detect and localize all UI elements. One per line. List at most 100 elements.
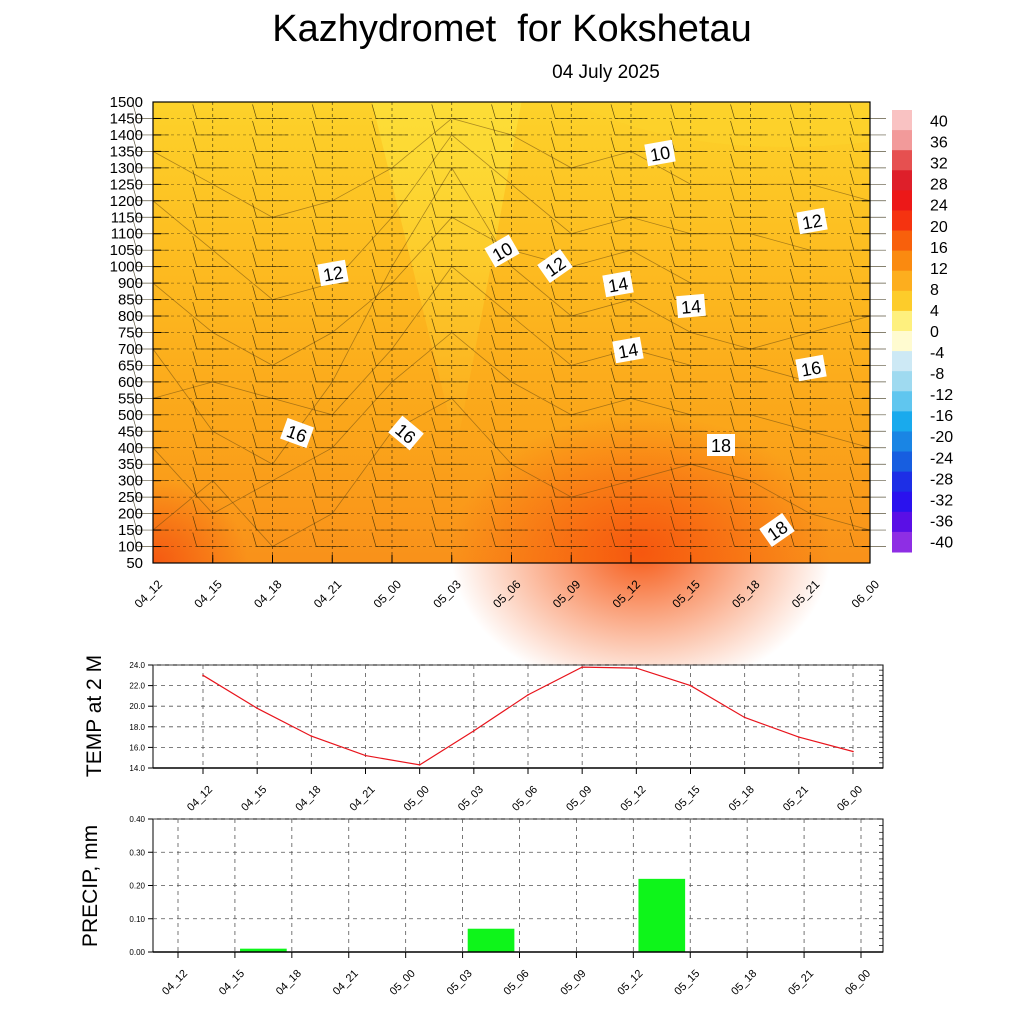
- x-tick-label: 04_15: [239, 784, 269, 814]
- x-tick-label: 05_18: [727, 784, 757, 814]
- wind-barb: [491, 417, 528, 432]
- y-tick-label: 1450: [110, 110, 143, 127]
- x-tick-label: 05_15: [672, 968, 702, 998]
- wind-barb: [491, 351, 528, 366]
- y-tick-label: 900: [118, 275, 143, 292]
- colorbar-tick-label: 12: [930, 261, 948, 278]
- colorbar-swatch: [892, 491, 912, 513]
- y-tick-label: 1200: [110, 193, 143, 210]
- colorbar-tick-label: -20: [930, 429, 953, 446]
- colorbar-swatch: [892, 471, 912, 493]
- y-tick-label: 0.30: [129, 848, 145, 857]
- colorbar-tick-label: 16: [930, 240, 948, 257]
- colorbar-swatch: [892, 531, 912, 553]
- y-tick-label: 550: [118, 390, 143, 407]
- colorbar-tick-label: 0: [930, 324, 939, 341]
- colorbar-tick-label: 28: [930, 177, 948, 194]
- y-tick-label: 1350: [110, 143, 143, 160]
- contour-label: 14: [612, 336, 644, 364]
- contour-label-text: 18: [711, 436, 731, 456]
- temp-point: [364, 754, 367, 757]
- colorbar-tick-label: 36: [930, 135, 948, 152]
- temp-ylabel: TEMP at 2 M: [83, 655, 106, 777]
- x-tick-label: 04_21: [348, 784, 378, 814]
- colorbar-swatch: [892, 411, 912, 432]
- contour-label-bg: [707, 434, 735, 456]
- x-tick-label: 05_12: [618, 784, 648, 814]
- colorbar-swatch: [892, 250, 912, 272]
- y-tick-label: 18.0: [129, 723, 145, 732]
- x-tick-label: 05_06: [510, 784, 540, 814]
- x-tick-label: 04_12: [132, 577, 166, 611]
- colorbar-tick-label: 20: [930, 219, 948, 236]
- contour-label-bg: [644, 139, 676, 167]
- colorbar-tick-label: -36: [930, 513, 953, 530]
- y-tick-label: 1500: [110, 94, 143, 111]
- contour-label-bg: [280, 417, 314, 449]
- y-tick-label: 350: [118, 456, 143, 473]
- temp-point: [310, 735, 313, 737]
- y-tick-label: 50: [126, 555, 143, 572]
- x-tick-label: 05_03: [445, 968, 475, 998]
- contour-label: 16: [795, 354, 827, 382]
- x-tick-label: 06_00: [843, 968, 873, 998]
- x-tick-label: 04_18: [251, 577, 285, 611]
- y-tick-label: 600: [118, 374, 143, 391]
- y-tick-label: 24.0: [129, 661, 145, 670]
- colorbar-tick-label: -28: [930, 471, 953, 488]
- colorbar-swatch: [892, 150, 912, 171]
- wind-barb: [491, 301, 528, 317]
- y-tick-label: 800: [118, 308, 143, 325]
- colorbar-swatch: [892, 351, 912, 372]
- wind-barb: [491, 499, 528, 514]
- x-tick-label: 05_09: [564, 784, 594, 814]
- temp-point: [635, 667, 638, 669]
- y-tick-label: 16.0: [129, 743, 145, 752]
- y-tick-label: 1100: [111, 226, 143, 243]
- x-tick-label: 05_12: [615, 968, 645, 998]
- x-tick-label: 04_12: [185, 784, 215, 814]
- page-date: 04 July 2025: [552, 62, 660, 83]
- colorbar-tick-label: 40: [930, 114, 948, 131]
- contour-label-bg: [317, 259, 349, 287]
- colorbar-swatch: [892, 451, 912, 473]
- x-tick-label: 05_15: [673, 784, 703, 814]
- temp-point: [473, 730, 475, 732]
- y-tick-label: 0.00: [129, 948, 145, 957]
- colorbar-swatch: [892, 511, 912, 533]
- wind-barb: [491, 367, 528, 383]
- contour-label: 14: [602, 270, 634, 298]
- colorbar-tick-label: 8: [930, 282, 939, 299]
- precip-bar: [638, 878, 686, 952]
- y-tick-label: 0.40: [129, 815, 145, 824]
- y-tick-label: 850: [118, 292, 143, 309]
- precip-bar: [467, 928, 515, 952]
- temp-point: [527, 694, 529, 696]
- contour-label-text: 14: [680, 296, 702, 318]
- x-tick-label: 05_18: [729, 968, 759, 998]
- y-tick-label: 1000: [110, 259, 143, 276]
- temp-point: [581, 666, 583, 668]
- contour-label-bg: [759, 512, 795, 548]
- colorbar-tick-label: -40: [930, 534, 953, 551]
- colorbar-tick-label: -24: [930, 450, 953, 467]
- y-tick-label: 250: [118, 489, 143, 506]
- colorbar-swatch: [892, 230, 912, 252]
- contour-label: 12: [317, 259, 349, 287]
- y-tick-label: 450: [118, 423, 143, 440]
- colorbar-swatch: [892, 431, 912, 453]
- colorbar-tick-label: -16: [930, 408, 953, 425]
- temp-point: [852, 750, 854, 753]
- contour-label-text: 16: [800, 357, 823, 380]
- cool-wedge: [372, 102, 522, 448]
- plot-frame: [152, 664, 884, 769]
- x-tick-label: 06_00: [835, 784, 865, 814]
- contour-label-bg: [612, 336, 644, 364]
- warm-spot-left: [153, 393, 343, 563]
- contour-label: 14: [676, 293, 706, 319]
- colorbar-swatch: [892, 130, 912, 151]
- wind-barb: [491, 483, 528, 498]
- page-title: Kazhydromet for Kokshetau: [272, 8, 752, 50]
- y-tick-label: 1400: [110, 127, 143, 144]
- colorbar-swatch: [892, 331, 912, 352]
